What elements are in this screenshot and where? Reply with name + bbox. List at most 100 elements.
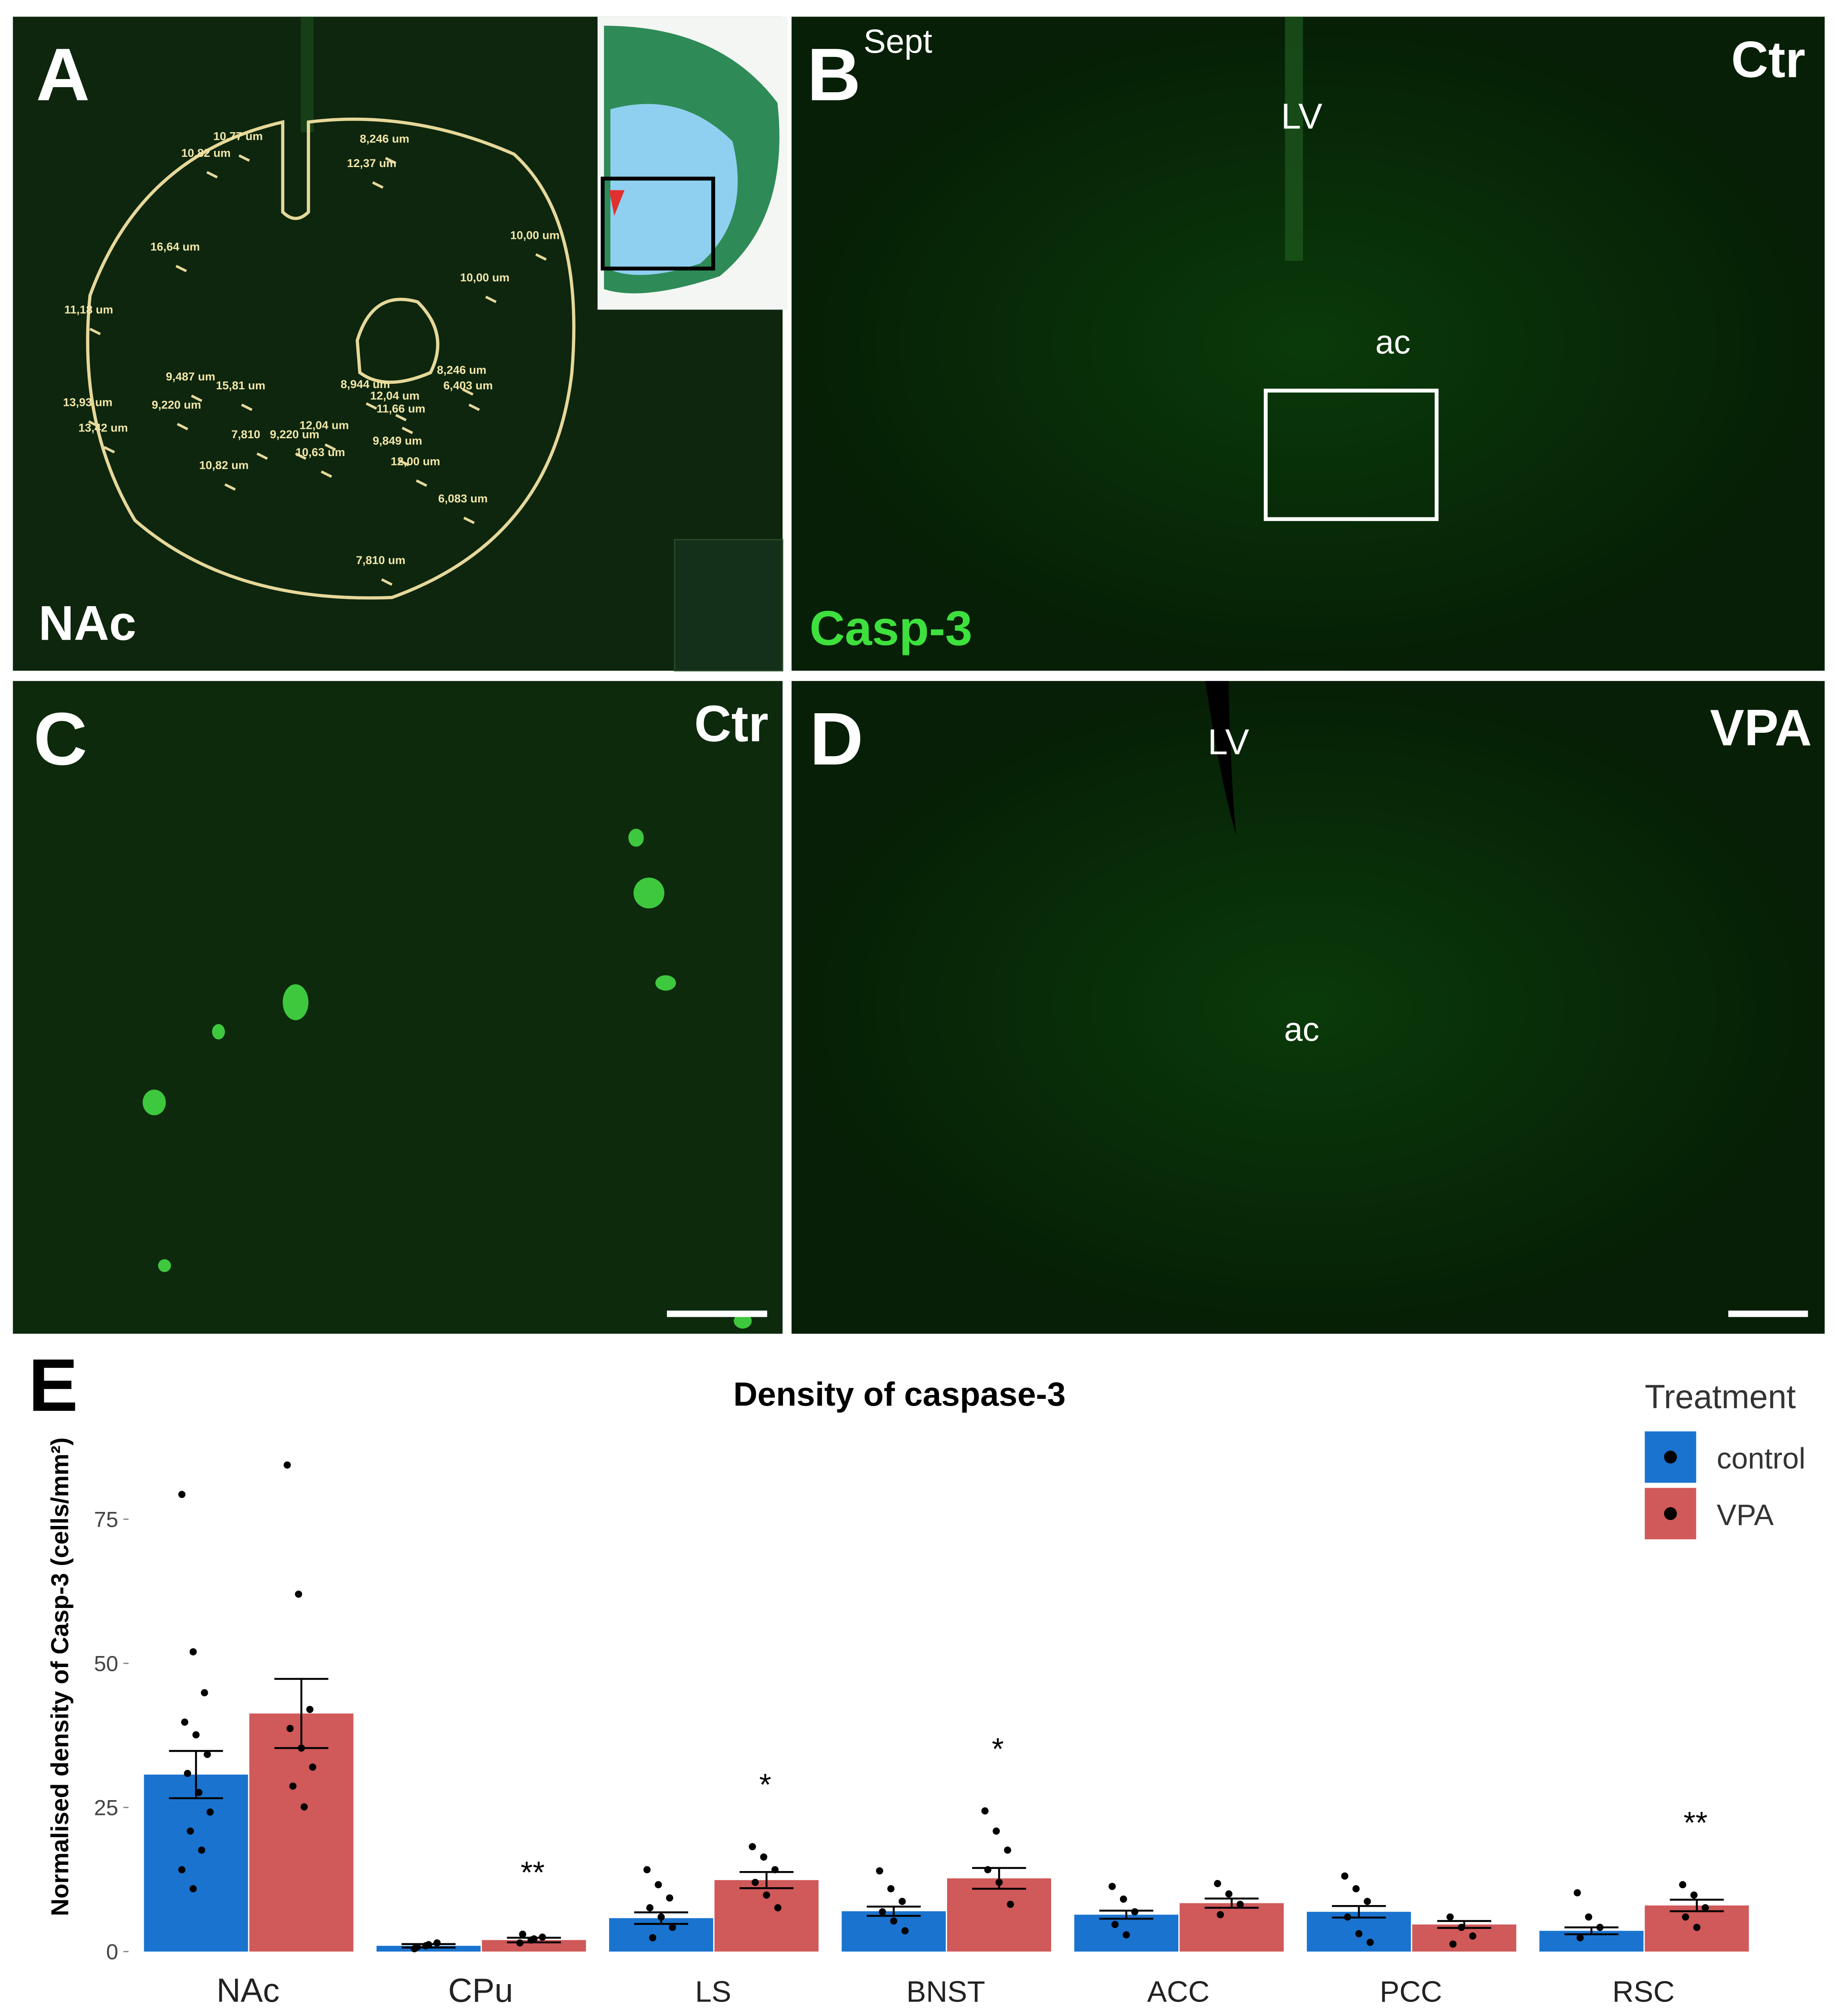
data-point (433, 1939, 441, 1947)
data-point (655, 1881, 662, 1888)
panel-d: D VPA LV ac (791, 681, 1825, 1334)
measurement-label: 11,66 um (377, 402, 425, 415)
data-point (1574, 1889, 1581, 1897)
atlas-marker (609, 190, 625, 216)
data-point (295, 1591, 302, 1598)
lv-label: LV (1281, 96, 1323, 136)
measurement-label: 11,18 um (64, 303, 113, 316)
scale-bar (1728, 1310, 1808, 1317)
significance: ** (1684, 1806, 1707, 1840)
data-point (1679, 1881, 1687, 1888)
measurement-tick (88, 420, 100, 428)
measurement-label: 10,82 um (199, 458, 249, 471)
measurement-label: 7,810 um (356, 553, 405, 567)
x-tick-label: BNST (906, 1975, 985, 2008)
micrograph (13, 681, 783, 1334)
tissue-streak (1285, 17, 1303, 261)
measurement-tick (535, 253, 547, 261)
chart-title: Density of caspase-3 (733, 1375, 1066, 1413)
legend-label: control (1717, 1442, 1806, 1475)
measurement-label: 10,00 um (510, 228, 559, 241)
data-point (1367, 1939, 1374, 1946)
data-point (899, 1897, 906, 1905)
measurement-tick (324, 443, 336, 451)
measurement-tick (401, 426, 413, 434)
atlas-box (601, 176, 715, 271)
data-point (1214, 1880, 1221, 1887)
y-tick-label: 50 (94, 1651, 118, 1676)
data-point (890, 1917, 898, 1925)
significance: ** (521, 1855, 545, 1890)
measurement-label: 6,403 um (443, 379, 493, 392)
measurement-tick (372, 181, 384, 189)
micrograph (791, 681, 1825, 1334)
data-point (198, 1846, 205, 1854)
zoom-box (1264, 388, 1439, 521)
measurement-label: 15,81 um (216, 379, 265, 392)
region-superscript: Sept (864, 23, 933, 60)
measurement-tick (320, 470, 332, 478)
data-point (204, 1751, 211, 1758)
data-point (309, 1763, 317, 1771)
measurement-label: 10,82 um (181, 146, 230, 159)
data-point (901, 1927, 909, 1935)
data-point (993, 1827, 1000, 1835)
data-point (178, 1491, 186, 1498)
data-point (1364, 1897, 1371, 1905)
measurement-tick (385, 157, 397, 164)
region-label: NAc (39, 596, 136, 650)
x-tick-label: PCC (1380, 1975, 1442, 2008)
bar (947, 1878, 1051, 1952)
data-point (284, 1461, 291, 1469)
bar (842, 1911, 946, 1952)
group-label: Ctr (694, 695, 769, 752)
legend-dot (1664, 1507, 1677, 1520)
measurement-tick (176, 422, 188, 431)
panel-letter: C (34, 698, 88, 781)
panel-b: B Sept Ctr LV ac Casp-3 (791, 17, 1825, 671)
data-point (187, 1827, 194, 1835)
measurement-label: 16,64 um (150, 240, 200, 253)
measurement-tick (224, 483, 236, 491)
measurement-label: 12,04 um (299, 419, 349, 432)
cell (655, 975, 676, 991)
inset-frame (674, 539, 783, 672)
data-point (643, 1866, 651, 1874)
measurement-label: 8,944 um (340, 377, 390, 391)
data-point (192, 1731, 200, 1738)
data-point (1111, 1921, 1119, 1928)
y-axis-label: Normalised density of Casp-3 (cells/mm²) (46, 1438, 74, 1916)
data-point (1682, 1913, 1689, 1921)
data-point (178, 1866, 186, 1874)
data-point (749, 1843, 756, 1851)
micrograph (791, 17, 1825, 671)
bar (249, 1713, 354, 1952)
data-point (1585, 1913, 1592, 1921)
x-tick-label: ACC (1147, 1975, 1210, 2008)
x-tick-label: CPu (448, 1972, 513, 2009)
legend-title: Treatment (1645, 1378, 1795, 1415)
measurement-tick (366, 402, 377, 410)
measurement-label: 12,00 um (391, 454, 440, 468)
measurement-tick (463, 516, 475, 525)
measurement-tick (381, 578, 393, 586)
data-point (1131, 1908, 1139, 1916)
measurement-label: 9,220 um (270, 428, 319, 441)
data-point (876, 1867, 883, 1875)
data-point (1007, 1900, 1014, 1908)
nac-outline (86, 117, 576, 600)
legend-label: VPA (1717, 1498, 1774, 1531)
data-point (1469, 1932, 1477, 1940)
data-point (763, 1891, 770, 1899)
measurement-tick (89, 328, 101, 335)
panel-c: C Ctr (13, 681, 783, 1334)
measurement-label: 10,77 um (213, 130, 263, 143)
measurement-label: 12,37 um (347, 156, 396, 170)
bar (714, 1880, 819, 1952)
data-point (649, 1934, 656, 1942)
measurement-tick (416, 479, 428, 487)
cell (283, 984, 309, 1021)
data-point (1449, 1940, 1457, 1948)
data-point (201, 1689, 208, 1696)
